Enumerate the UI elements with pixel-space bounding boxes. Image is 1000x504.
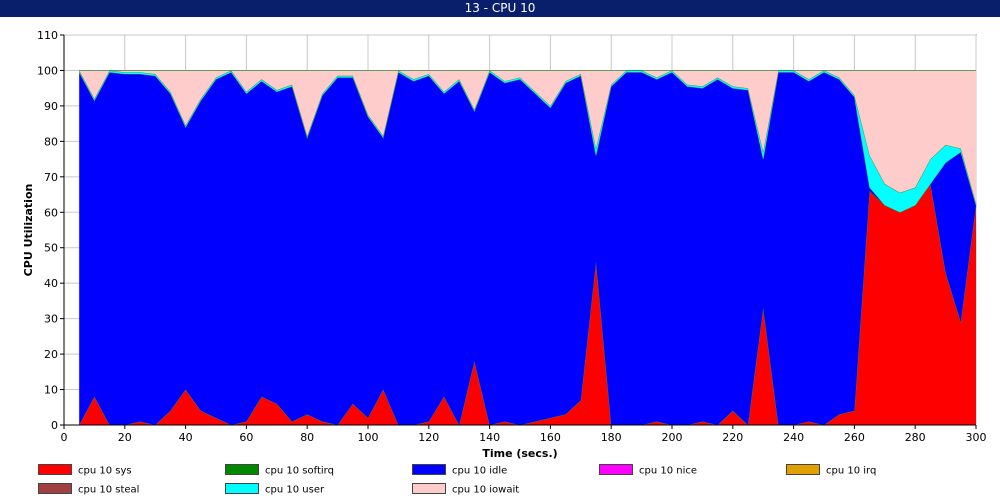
- y-axis-ticks: 0 10 20 30 40 50 60 70 80 90 100 110: [37, 29, 64, 432]
- legend-swatch: [412, 464, 446, 475]
- x-tick-label-60: 60: [239, 431, 253, 444]
- legend-label: cpu 10 softirq: [265, 465, 334, 477]
- legend-swatch: [412, 483, 446, 494]
- legend-swatch: [599, 464, 633, 475]
- legend-item-cpu-10-steal: cpu 10 steal: [38, 483, 140, 496]
- x-tick-label-80: 80: [300, 431, 314, 444]
- x-tick-label-300: 300: [966, 431, 987, 444]
- area-cpu-10-idle: [79, 72, 976, 425]
- area-edge-cpu-10-idle: [78, 71, 977, 213]
- x-tick-label-100: 100: [358, 431, 379, 444]
- legend-item-cpu-10-iowait: cpu 10 iowait: [412, 483, 520, 496]
- x-axis-title: Time (secs.): [482, 447, 557, 459]
- legend-label: cpu 10 iowait: [452, 484, 520, 496]
- y-tick-label-100: 100: [37, 64, 58, 77]
- legend-label: cpu 10 steal: [78, 484, 140, 496]
- legend-swatch: [225, 464, 259, 475]
- area-cpu-10-iowait: [79, 70, 976, 204]
- cpu-utilization-chart: 0 20 40 60 80 100 120 140 160 180 200 220 240 260 280 3…: [22, 29, 987, 459]
- y-tick-label-70: 70: [44, 171, 58, 184]
- x-tick-label-200: 200: [662, 431, 683, 444]
- y-tick-label-40: 40: [44, 277, 58, 290]
- y-axis-title: CPU Utilization: [22, 184, 35, 277]
- legend-label: cpu 10 irq: [826, 465, 877, 477]
- y-tick-label-110: 110: [37, 29, 58, 42]
- y-tick-label-50: 50: [44, 242, 58, 255]
- legend-label: cpu 10 nice: [639, 465, 698, 477]
- x-tick-label-40: 40: [179, 431, 193, 444]
- x-axis-ticks: 0 20 40 60 80 100 120 140 160 180 200 220 240 260 280 3…: [61, 425, 987, 444]
- x-tick-label-180: 180: [601, 431, 622, 444]
- legend-item-cpu-10-irq: cpu 10 irq: [786, 464, 877, 477]
- y-tick-label-30: 30: [44, 313, 58, 326]
- x-tick-label-20: 20: [118, 431, 132, 444]
- chart-legend: cpu 10 sys cpu 10 softirq cpu 10 idle cpu 1…: [0, 459, 1000, 504]
- y-tick-label-20: 20: [44, 348, 58, 361]
- area-edge-cpu-10-user: [78, 69, 977, 204]
- window-title: 13 - CPU 10: [0, 0, 1000, 17]
- legend-swatch: [38, 464, 72, 475]
- legend-label: cpu 10 sys: [78, 465, 132, 477]
- legend-item-cpu-10-idle: cpu 10 idle: [412, 464, 508, 477]
- legend-label: cpu 10 user: [265, 484, 325, 496]
- stacked-areas: [63, 35, 977, 427]
- x-tick-label-280: 280: [905, 431, 926, 444]
- legend-item-cpu-10-sys: cpu 10 sys: [38, 464, 132, 477]
- x-tick-label-260: 260: [844, 431, 865, 444]
- x-tick-label-160: 160: [540, 431, 561, 444]
- y-tick-label-60: 60: [44, 206, 58, 219]
- x-tick-label-220: 220: [722, 431, 743, 444]
- legend-item-cpu-10-nice: cpu 10 nice: [599, 464, 698, 477]
- x-tick-label-140: 140: [479, 431, 500, 444]
- y-tick-label-80: 80: [44, 135, 58, 148]
- y-tick-label-0: 0: [51, 419, 58, 432]
- x-tick-label-240: 240: [783, 431, 804, 444]
- legend-swatch: [786, 464, 820, 475]
- legend-swatch: [225, 483, 259, 494]
- legend-item-cpu-10-user: cpu 10 user: [225, 483, 325, 496]
- x-tick-label-120: 120: [418, 431, 439, 444]
- x-tick-label-0: 0: [61, 431, 68, 444]
- area-cpu-10-sys: [79, 183, 976, 425]
- area-cpu-10-user: [79, 70, 976, 213]
- legend-swatch: [38, 483, 72, 494]
- y-tick-label-90: 90: [44, 100, 58, 113]
- legend-label: cpu 10 idle: [452, 465, 508, 477]
- legend-item-cpu-10-softirq: cpu 10 softirq: [225, 464, 334, 477]
- y-tick-label-10: 10: [44, 384, 58, 397]
